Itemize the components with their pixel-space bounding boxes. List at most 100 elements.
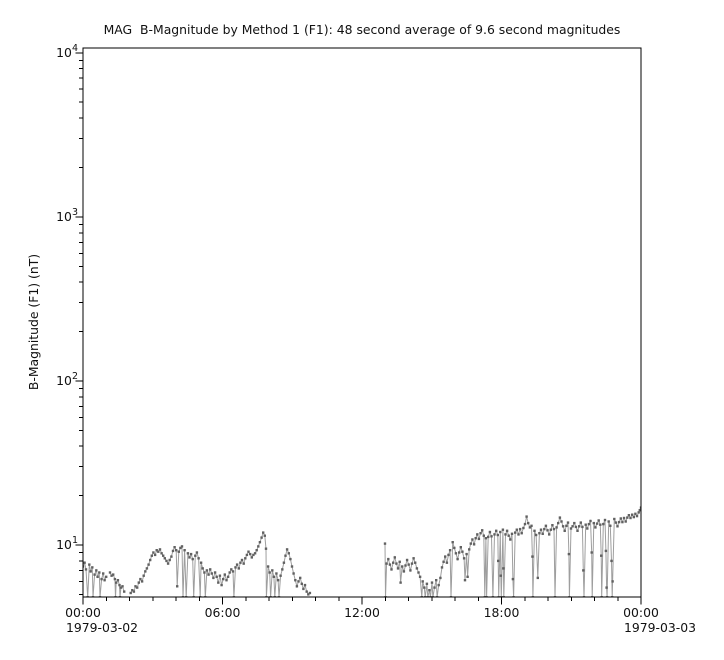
data-marker: [132, 590, 136, 593]
data-marker: [635, 514, 639, 518]
data-marker: [279, 574, 282, 577]
data-marker: [179, 546, 182, 550]
data-marker: [634, 512, 637, 515]
data-marker: [272, 575, 276, 578]
data-marker: [225, 579, 228, 582]
data-marker: [402, 570, 406, 573]
data-marker: [183, 549, 186, 552]
data-marker: [177, 550, 180, 553]
x-tick-label: 00:00: [623, 605, 659, 620]
data-marker: [207, 573, 210, 576]
data-marker: [589, 519, 592, 523]
data-marker: [622, 516, 626, 520]
data-marker: [616, 525, 619, 528]
data-marker: [262, 531, 265, 534]
data-marker: [191, 557, 194, 561]
data-marker: [444, 555, 447, 558]
data-marker: [594, 526, 597, 529]
data-marker: [396, 567, 400, 570]
data-marker: [253, 552, 257, 555]
data-marker: [145, 567, 149, 570]
data-marker: [188, 556, 191, 559]
data-marker: [155, 549, 158, 552]
y-tick-label: 104: [56, 43, 78, 60]
data-marker: [517, 533, 520, 536]
data-marker: [477, 537, 481, 541]
data-marker: [131, 589, 134, 592]
data-marker: [520, 532, 523, 535]
data-marker: [440, 566, 444, 569]
data-marker: [388, 563, 392, 566]
data-marker: [165, 559, 168, 563]
data-marker: [510, 532, 514, 535]
data-marker: [493, 533, 496, 536]
data-marker: [538, 532, 541, 535]
data-marker: [175, 549, 178, 552]
data-marker: [88, 563, 91, 566]
data-marker: [162, 554, 165, 557]
data-marker: [414, 561, 417, 564]
data-marker: [488, 530, 492, 534]
data-marker: [442, 560, 445, 563]
data-marker: [271, 569, 274, 572]
data-line-segment: [83, 561, 107, 597]
data-marker: [307, 593, 310, 596]
data-marker: [398, 560, 401, 563]
data-marker: [140, 580, 144, 583]
data-marker: [518, 527, 522, 531]
data-marker: [482, 534, 485, 537]
data-marker: [415, 567, 419, 570]
data-marker: [566, 521, 570, 524]
data-marker: [230, 568, 233, 571]
data-marker: [123, 590, 126, 593]
data-marker: [112, 573, 115, 576]
data-marker: [98, 571, 101, 574]
data-marker: [417, 571, 420, 574]
data-marker: [404, 564, 407, 567]
data-marker: [627, 514, 631, 517]
data-marker: [565, 524, 568, 527]
data-marker: [502, 567, 505, 570]
data-marker: [285, 548, 289, 551]
data-marker: [632, 515, 635, 519]
data-marker: [240, 558, 244, 562]
data-marker: [624, 520, 627, 523]
data-marker: [533, 529, 536, 532]
data-marker: [586, 527, 589, 530]
data-marker: [523, 522, 527, 526]
data-marker: [466, 575, 469, 578]
data-marker: [534, 533, 538, 537]
data-marker: [497, 559, 500, 563]
x-tick-label: 00:00: [65, 605, 101, 620]
data-marker: [180, 545, 184, 548]
data-marker: [463, 579, 467, 582]
data-marker: [275, 572, 278, 575]
data-marker: [525, 515, 528, 518]
data-marker: [205, 569, 209, 572]
data-marker: [445, 561, 449, 564]
data-marker: [105, 575, 108, 578]
data-marker: [218, 574, 222, 577]
data-marker: [170, 555, 173, 558]
data-marker: [430, 581, 434, 584]
data-marker: [578, 525, 581, 528]
data-marker: [481, 529, 484, 532]
data-marker: [302, 587, 305, 591]
data-marker: [142, 574, 145, 577]
data-marker: [423, 586, 426, 589]
data-marker: [137, 581, 140, 584]
data-marker: [147, 563, 150, 566]
data-marker: [563, 529, 566, 532]
data-marker: [584, 523, 587, 526]
data-marker: [257, 545, 260, 548]
data-marker: [428, 589, 431, 592]
data-marker: [453, 546, 456, 550]
data-marker: [539, 528, 543, 531]
data-marker: [220, 583, 223, 587]
data-marker: [605, 586, 608, 589]
data-marker: [541, 532, 544, 535]
x-date-label: 1979-03-03: [624, 620, 696, 635]
data-marker: [631, 513, 634, 516]
data-marker: [401, 565, 404, 568]
